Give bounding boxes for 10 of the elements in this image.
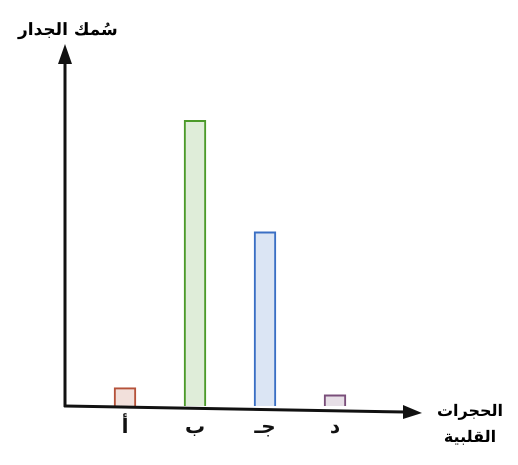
bar	[114, 387, 136, 406]
x-tick-label: د	[330, 414, 340, 438]
x-tick-label: ب	[184, 414, 206, 438]
x-tick-label: أ	[122, 413, 128, 438]
bar	[254, 232, 276, 406]
x-tick-label: جـ	[253, 414, 276, 438]
bar	[324, 394, 346, 406]
y-axis-title: سُمك الجدار	[18, 20, 118, 40]
bar	[184, 120, 206, 406]
x-axis-title: الحجرات القلبية	[436, 400, 504, 448]
